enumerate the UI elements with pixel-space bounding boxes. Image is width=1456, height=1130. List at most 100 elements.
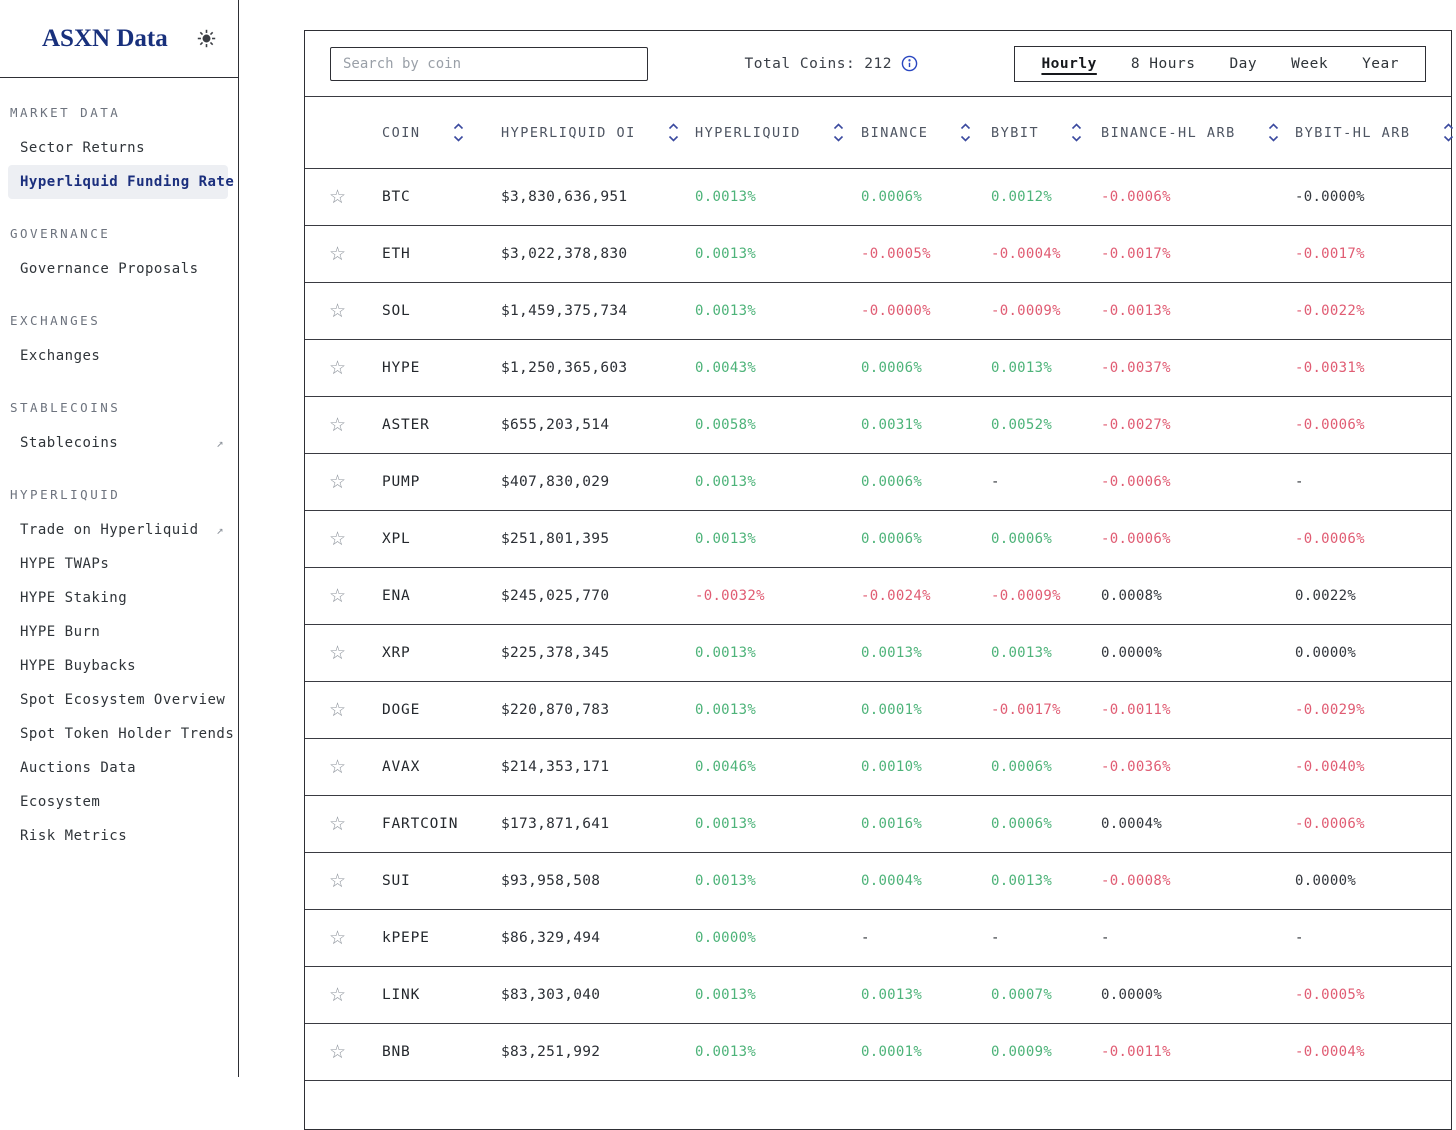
binance-hl-arb-value: -0.0006% bbox=[1101, 474, 1295, 490]
sidebar-item-spot-token-holder-trends[interactable]: Spot Token Holder Trends bbox=[0, 717, 238, 751]
tab-day[interactable]: Day bbox=[1229, 56, 1257, 72]
binance-value: 0.0013% bbox=[861, 987, 991, 1003]
column-header-hyperliquid-oi[interactable]: HYPERLIQUID OI bbox=[501, 123, 695, 142]
coin-symbol[interactable]: BNB bbox=[382, 1044, 501, 1060]
bybit-value: 0.0006% bbox=[991, 816, 1101, 832]
favorite-star-icon[interactable]: ☆ bbox=[305, 585, 382, 607]
sidebar-item-auctions-data[interactable]: Auctions Data bbox=[0, 751, 238, 785]
column-header-coin[interactable]: COIN bbox=[382, 123, 501, 142]
binance-hl-arb-value: -0.0008% bbox=[1101, 873, 1295, 889]
sidebar-item-exchanges[interactable]: Exchanges bbox=[0, 339, 238, 373]
favorite-star-icon[interactable]: ☆ bbox=[305, 927, 382, 949]
bybit-value: 0.0006% bbox=[991, 759, 1101, 775]
tab-year[interactable]: Year bbox=[1362, 56, 1399, 72]
sidebar-item-label: Sector Returns bbox=[20, 140, 145, 156]
sidebar-item-governance-proposals[interactable]: Governance Proposals bbox=[0, 252, 238, 286]
coin-symbol[interactable]: BTC bbox=[382, 189, 501, 205]
sidebar-item-label: Trade on Hyperliquid bbox=[20, 522, 199, 538]
favorite-star-icon[interactable]: ☆ bbox=[305, 813, 382, 835]
info-circle-icon[interactable] bbox=[901, 55, 918, 72]
favorite-star-icon[interactable]: ☆ bbox=[305, 357, 382, 379]
binance-hl-arb-value: -0.0011% bbox=[1101, 702, 1295, 718]
binance-hl-arb-value: 0.0004% bbox=[1101, 816, 1295, 832]
coin-symbol[interactable]: AVAX bbox=[382, 759, 501, 775]
column-header-binance[interactable]: BINANCE bbox=[861, 123, 991, 142]
coin-symbol[interactable]: FARTCOIN bbox=[382, 816, 501, 832]
app-logo[interactable]: ASXN Data bbox=[42, 25, 168, 53]
column-header-bybit-hl-arb[interactable]: BYBIT-HL ARB bbox=[1295, 123, 1454, 142]
logo-row: ASXN Data bbox=[0, 0, 238, 78]
coin-symbol[interactable]: XRP bbox=[382, 645, 501, 661]
chevron-up-down-icon[interactable] bbox=[1443, 123, 1454, 142]
hyperliquid-value: 0.0013% bbox=[695, 873, 861, 889]
sidebar-item-sector-returns[interactable]: Sector Returns bbox=[0, 131, 238, 165]
coin-symbol[interactable]: DOGE bbox=[382, 702, 501, 718]
chevron-up-down-icon[interactable] bbox=[1268, 123, 1279, 142]
favorite-star-icon[interactable]: ☆ bbox=[305, 870, 382, 892]
chevron-up-down-icon[interactable] bbox=[1071, 123, 1082, 142]
chevron-up-down-icon[interactable] bbox=[833, 123, 844, 142]
chevron-up-down-icon[interactable] bbox=[453, 123, 464, 142]
sidebar-item-hyperliquid-funding-rate[interactable]: Hyperliquid Funding Rate bbox=[8, 165, 228, 199]
sidebar-item-spot-ecosystem-overview[interactable]: Spot Ecosystem Overview bbox=[0, 683, 238, 717]
sidebar-item-hype-burn[interactable]: HYPE Burn bbox=[0, 615, 238, 649]
tab-week[interactable]: Week bbox=[1291, 56, 1328, 72]
favorite-star-icon[interactable]: ☆ bbox=[305, 243, 382, 265]
coin-symbol[interactable]: SUI bbox=[382, 873, 501, 889]
favorite-star-icon[interactable]: ☆ bbox=[305, 414, 382, 436]
coin-symbol[interactable]: HYPE bbox=[382, 360, 501, 376]
favorite-star-icon[interactable]: ☆ bbox=[305, 699, 382, 721]
sidebar-item-trade-on-hyperliquid[interactable]: Trade on Hyperliquid↗ bbox=[0, 513, 238, 547]
chevron-up-down-icon[interactable] bbox=[668, 123, 679, 142]
bybit-hl-arb-value: -0.0006% bbox=[1295, 816, 1451, 832]
column-header-binance-hl-arb[interactable]: BINANCE-HL ARB bbox=[1101, 123, 1295, 142]
coin-symbol[interactable]: kPEPE bbox=[382, 930, 501, 946]
tab-8-hours[interactable]: 8 Hours bbox=[1131, 56, 1196, 72]
favorite-star-icon[interactable]: ☆ bbox=[305, 186, 382, 208]
favorite-star-icon[interactable]: ☆ bbox=[305, 528, 382, 550]
coin-symbol[interactable]: ASTER bbox=[382, 417, 501, 433]
sidebar-item-risk-metrics[interactable]: Risk Metrics bbox=[0, 819, 238, 853]
binance-hl-arb-value: -0.0006% bbox=[1101, 531, 1295, 547]
column-header-bybit[interactable]: BYBIT bbox=[991, 123, 1101, 142]
coin-symbol[interactable]: ETH bbox=[382, 246, 501, 262]
sidebar-item-hype-twaps[interactable]: HYPE TWAPs bbox=[0, 547, 238, 581]
hyperliquid-value: 0.0000% bbox=[695, 930, 861, 946]
hyperliquid-oi-value: $83,303,040 bbox=[501, 987, 695, 1003]
coin-symbol[interactable]: PUMP bbox=[382, 474, 501, 490]
column-header-label: BYBIT-HL ARB bbox=[1295, 125, 1411, 141]
bybit-hl-arb-value: -0.0006% bbox=[1295, 417, 1451, 433]
bybit-value: -0.0009% bbox=[991, 303, 1101, 319]
sidebar-item-hype-staking[interactable]: HYPE Staking bbox=[0, 581, 238, 615]
bybit-hl-arb-value: -0.0004% bbox=[1295, 1044, 1451, 1060]
favorite-star-icon[interactable]: ☆ bbox=[305, 300, 382, 322]
favorite-star-icon[interactable]: ☆ bbox=[305, 1041, 382, 1063]
total-coins-value: 212 bbox=[864, 56, 892, 72]
sidebar-item-stablecoins[interactable]: Stablecoins↗ bbox=[0, 426, 238, 460]
favorite-star-icon[interactable]: ☆ bbox=[305, 642, 382, 664]
coin-symbol[interactable]: SOL bbox=[382, 303, 501, 319]
chevron-up-down-icon[interactable] bbox=[960, 123, 971, 142]
theme-toggle-sun-icon[interactable] bbox=[197, 29, 216, 48]
coin-symbol[interactable]: LINK bbox=[382, 987, 501, 1003]
column-header-hyperliquid[interactable]: HYPERLIQUID bbox=[695, 123, 861, 142]
binance-value: 0.0006% bbox=[861, 360, 991, 376]
hyperliquid-oi-value: $220,870,783 bbox=[501, 702, 695, 718]
search-input[interactable] bbox=[330, 47, 648, 81]
column-header-label: HYPERLIQUID OI bbox=[501, 125, 636, 141]
favorite-star-icon[interactable]: ☆ bbox=[305, 471, 382, 493]
sidebar-item-ecosystem[interactable]: Ecosystem bbox=[0, 785, 238, 819]
tab-hourly[interactable]: Hourly bbox=[1041, 56, 1096, 72]
table-row-ena: ☆ENA$245,025,770-0.0032%-0.0024%-0.0009%… bbox=[305, 568, 1451, 625]
sidebar-item-hype-buybacks[interactable]: HYPE Buybacks bbox=[0, 649, 238, 683]
binance-hl-arb-value: -0.0017% bbox=[1101, 246, 1295, 262]
bybit-value: 0.0013% bbox=[991, 645, 1101, 661]
coin-symbol[interactable]: XPL bbox=[382, 531, 501, 547]
coin-symbol[interactable]: ENA bbox=[382, 588, 501, 604]
favorite-star-icon[interactable]: ☆ bbox=[305, 756, 382, 778]
favorite-star-icon[interactable]: ☆ bbox=[305, 984, 382, 1006]
